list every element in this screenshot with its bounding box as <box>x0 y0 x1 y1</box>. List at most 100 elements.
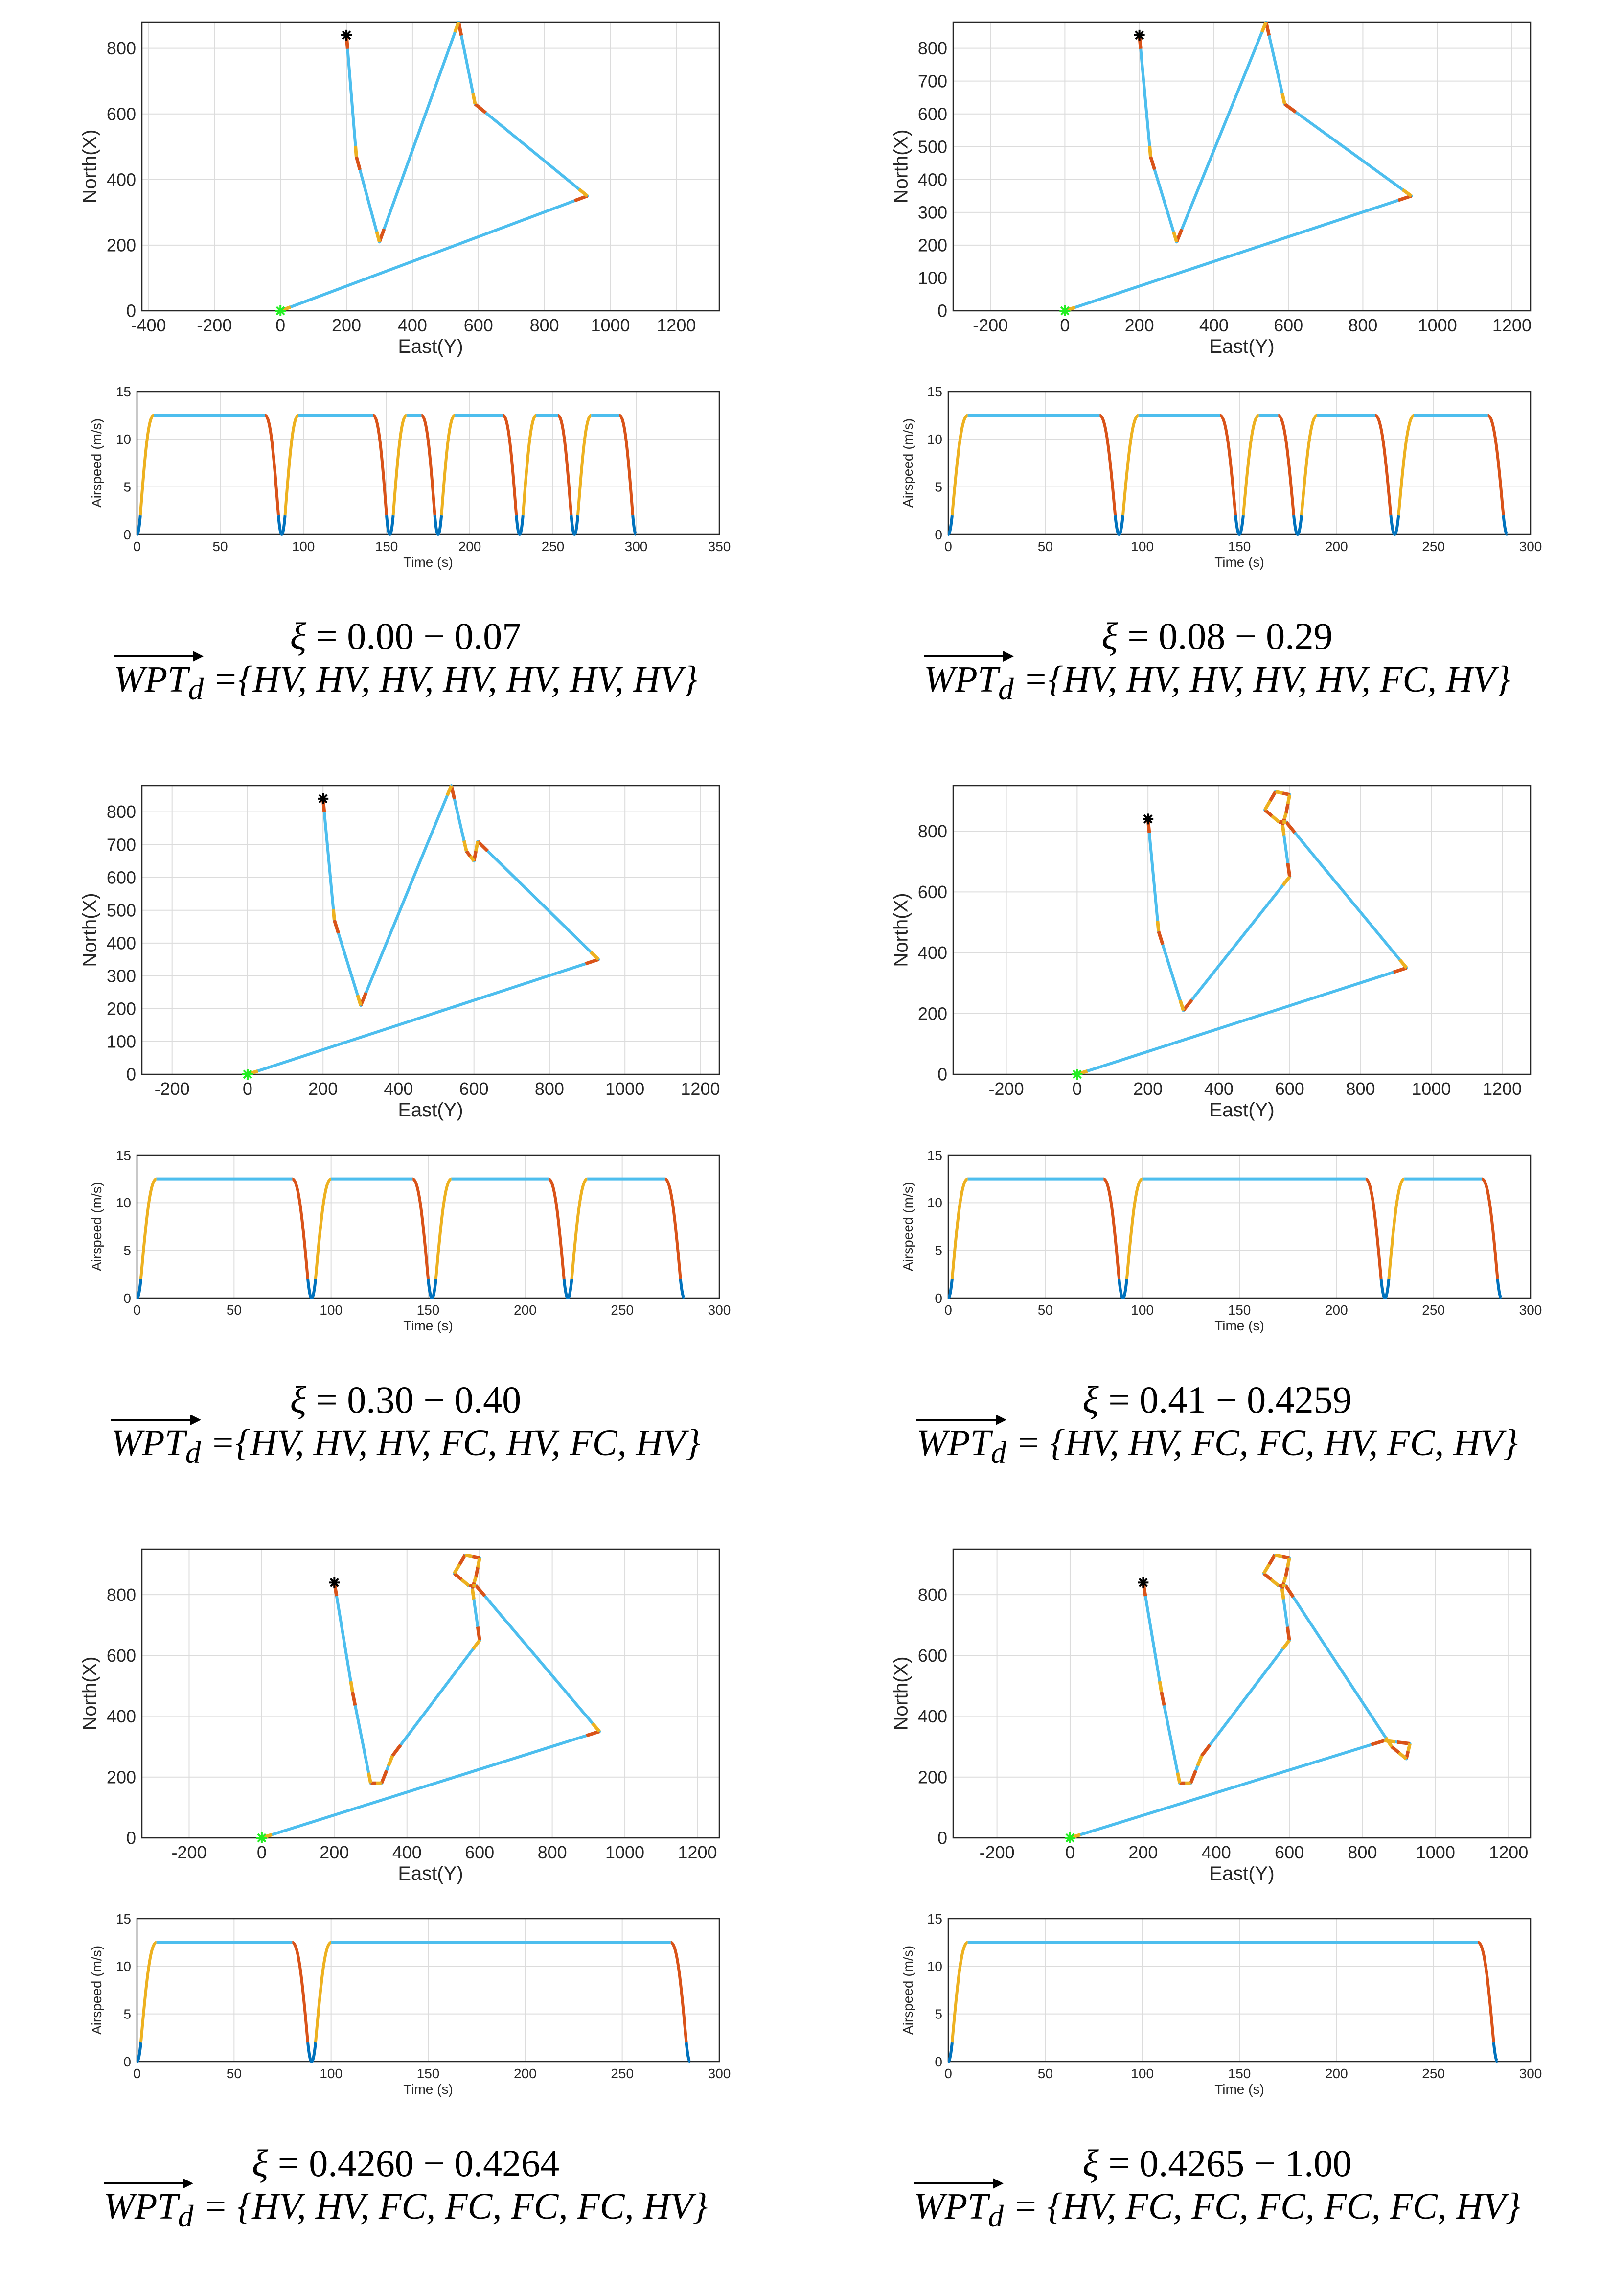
deceleration-segment <box>585 958 599 966</box>
x-axis-label: East(Y) <box>398 1099 463 1121</box>
airspeed-decel-segment <box>1374 414 1393 516</box>
target-marker <box>318 793 329 804</box>
y-tick-label: 5 <box>935 2006 942 2021</box>
x-tick-label: 100 <box>320 1302 343 1318</box>
acceleration-segment <box>462 840 468 852</box>
y-tick-label: 5 <box>123 1243 131 1258</box>
x-tick-label: 300 <box>1519 2066 1542 2081</box>
plot-area <box>953 22 1531 311</box>
deceleration-segment <box>1149 156 1157 170</box>
acceleration-segment <box>1158 1681 1164 1693</box>
xi-symbol: ξ <box>251 2142 269 2184</box>
airspeed-low-segment <box>311 1278 317 1299</box>
xi-symbol: ξ <box>290 1378 307 1421</box>
x-tick-label: -200 <box>197 315 232 335</box>
xi-range: = 0.08 − 0.29 <box>1127 615 1333 657</box>
xi-range: = 0.4260 − 0.4264 <box>277 2142 560 2184</box>
xi-symbol: ξ <box>290 615 307 657</box>
x-tick-label: 300 <box>708 1302 731 1318</box>
deceleration-segment <box>586 1730 600 1738</box>
x-tick-label: 200 <box>1325 539 1348 554</box>
deceleration-segment <box>1263 809 1273 817</box>
y-tick-label: 15 <box>927 1911 942 1926</box>
x-tick-label: 400 <box>392 1842 422 1862</box>
trajectory-plot: -400 -200 0 200 400 600 800 1000 1200 0 200 400 600 8… <box>79 21 720 357</box>
wpt-value: ={HV, HV, HV, HV, HV, HV, HV} <box>213 659 698 700</box>
y-tick-label: 0 <box>935 527 942 542</box>
deceleration-segment <box>1393 966 1407 974</box>
flight-path-segment <box>476 839 600 961</box>
acceleration-segment <box>460 1578 470 1587</box>
x-tick-label: 200 <box>308 1079 338 1099</box>
deceleration-segment <box>1396 1740 1410 1745</box>
wpt-subscript: d <box>991 1436 1006 1470</box>
airspeed-plot: 0 50 100 150 200 250 300 0 5 10 15 Time (s) Airspeed… <box>89 1911 731 2097</box>
acceleration-segment <box>590 951 600 961</box>
airspeed-accel-segment <box>576 414 592 516</box>
wpt-subscript: d <box>988 2199 1004 2234</box>
x-tick-label: 50 <box>227 1302 242 1318</box>
x-tick-label: 0 <box>1060 315 1070 335</box>
acceleration-segment <box>356 995 363 1006</box>
deceleration-segment <box>1157 931 1165 945</box>
x-tick-label: 0 <box>275 315 285 335</box>
wpt-subscript: d <box>178 2199 194 2234</box>
y-tick-label: 10 <box>927 1195 942 1210</box>
flight-path-segment <box>1075 966 1408 1076</box>
airspeed-plot: 0 50 100 150 200 250 300 0 5 10 15 Time (s) Airspeed… <box>900 384 1542 570</box>
x-tick-label: 200 <box>514 2066 537 2081</box>
deceleration-segment <box>1284 803 1290 813</box>
x-tick-label: 600 <box>464 315 493 335</box>
y-tick-label: 0 <box>126 301 136 321</box>
airspeed-low-segment <box>631 515 637 536</box>
panel-1: -400 -200 0 200 400 600 800 1000 1200 0 200 400 600 8… <box>0 0 811 764</box>
x-tick-label: 100 <box>320 2066 343 2081</box>
x-axis-label: East(Y) <box>1209 1863 1274 1884</box>
target-marker <box>329 1577 340 1588</box>
deceleration-segment <box>1200 1743 1212 1757</box>
panel-4: -200 0 200 400 600 800 1000 1200 0 200 400 600 800 Ea… <box>811 764 1623 1527</box>
x-tick-label: 300 <box>708 2066 731 2081</box>
airspeed-decel-segment <box>502 414 518 516</box>
acceleration-segment <box>469 855 476 862</box>
airspeed-plot: 0 50 100 150 200 250 300 350 0 5 10 15 Time (s) Airsp… <box>89 384 731 570</box>
axes-frame <box>136 1154 720 1299</box>
airspeed-low-segment <box>437 515 443 536</box>
x-tick-label: 600 <box>1274 315 1303 335</box>
y-tick-label: 500 <box>107 900 136 920</box>
x-tick-label: 100 <box>292 539 315 554</box>
airspeed-low-segment <box>389 515 395 536</box>
airspeed-low-segment <box>306 1278 313 1299</box>
y-tick-label: 400 <box>918 943 947 963</box>
x-tick-label: 0 <box>944 539 952 554</box>
flight-path-segment <box>1157 930 1185 1012</box>
x-tick-label: 200 <box>332 315 361 335</box>
x-tick-label: 800 <box>538 1842 567 1862</box>
airspeed-low-segment <box>136 2042 142 2063</box>
x-tick-label: 800 <box>530 315 559 335</box>
axes-frame <box>947 1918 1532 2063</box>
x-tick-label: -200 <box>989 1079 1024 1099</box>
flight-path-segment <box>474 102 589 198</box>
airspeed-low-segment <box>1292 515 1299 536</box>
flight-path-segment <box>345 33 358 158</box>
x-tick-label: 100 <box>1131 539 1154 554</box>
airspeed-accel-segment <box>1397 414 1415 516</box>
airspeed-low-segment <box>433 515 439 536</box>
flight-path-segment <box>1175 21 1268 244</box>
x-axis-label: Time (s) <box>403 1318 453 1333</box>
plot-area <box>142 22 719 311</box>
airspeed-decel-segment <box>1481 1177 1499 1279</box>
flight-path-segment <box>1063 194 1413 312</box>
x-tick-label: 0 <box>133 1302 141 1318</box>
deceleration-segment <box>1262 1572 1272 1581</box>
flight-path-segment <box>1284 1584 1394 1748</box>
y-tick-label: 300 <box>918 202 947 222</box>
acceleration-segment <box>1401 188 1413 198</box>
x-tick-label: 200 <box>320 1842 349 1862</box>
x-tick-label: 150 <box>1228 539 1251 554</box>
x-tick-label: 50 <box>1038 1302 1053 1318</box>
airspeed-low-segment <box>280 515 287 536</box>
airspeed-decel-segment <box>372 414 388 516</box>
x-tick-label: 800 <box>1348 315 1377 335</box>
